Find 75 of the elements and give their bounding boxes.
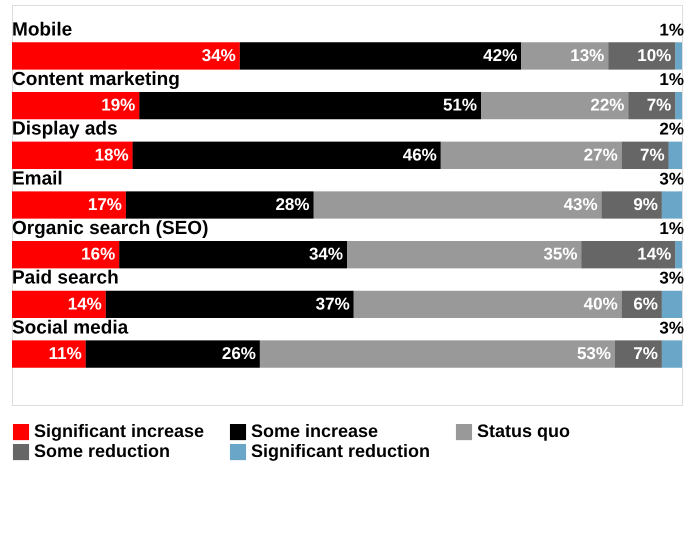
bar bbox=[106, 290, 354, 318]
bar bbox=[12, 42, 240, 70]
bar bbox=[12, 290, 106, 318]
data-label: 9% bbox=[633, 195, 658, 214]
data-label: 28% bbox=[275, 195, 310, 214]
bar bbox=[675, 92, 682, 120]
bar bbox=[132, 142, 441, 169]
bar bbox=[662, 290, 682, 318]
data-label: 51% bbox=[442, 96, 477, 115]
bar bbox=[12, 241, 120, 268]
data-label: 27% bbox=[584, 145, 618, 164]
data-label: 53% bbox=[576, 344, 611, 364]
data-label: 26% bbox=[222, 344, 256, 364]
legend-label: Some increase bbox=[251, 421, 378, 441]
y-tick-label: Content marketing bbox=[12, 68, 180, 90]
legend-label: Significant increase bbox=[34, 421, 204, 441]
data-label: 34% bbox=[202, 46, 236, 65]
bar bbox=[12, 142, 133, 169]
bar bbox=[86, 340, 260, 368]
data-label: 34% bbox=[308, 244, 343, 264]
bar bbox=[240, 42, 522, 70]
data-label: 10% bbox=[637, 46, 672, 65]
data-label: 7% bbox=[633, 344, 658, 364]
data-label: 17% bbox=[88, 195, 122, 214]
data-label: 2% bbox=[659, 120, 684, 139]
bar bbox=[354, 290, 622, 318]
bar bbox=[260, 340, 615, 368]
data-label: 35% bbox=[543, 244, 578, 264]
data-label: 40% bbox=[584, 294, 618, 314]
data-label: 16% bbox=[81, 244, 116, 264]
data-label: 7% bbox=[640, 145, 665, 164]
y-tick-label: Organic search (SEO) bbox=[12, 218, 208, 240]
bar bbox=[662, 191, 682, 219]
data-label: 22% bbox=[590, 96, 624, 115]
data-label: 46% bbox=[402, 145, 437, 164]
data-label: 13% bbox=[570, 46, 604, 65]
data-label: 1% bbox=[659, 70, 684, 89]
data-label: 14% bbox=[637, 244, 672, 264]
bar bbox=[521, 42, 608, 70]
bar bbox=[12, 191, 126, 219]
bar bbox=[675, 42, 682, 70]
data-label: 43% bbox=[564, 195, 598, 214]
bar bbox=[662, 340, 682, 368]
data-label: 7% bbox=[646, 96, 672, 115]
bar bbox=[582, 241, 676, 268]
data-label: 6% bbox=[633, 294, 658, 314]
bar bbox=[440, 142, 622, 169]
data-label: 3% bbox=[659, 169, 684, 188]
data-label: 1% bbox=[659, 20, 684, 40]
data-label: 42% bbox=[483, 46, 518, 65]
data-label: 11% bbox=[48, 344, 82, 364]
bar bbox=[12, 92, 140, 120]
data-label: 18% bbox=[94, 145, 129, 164]
bar bbox=[668, 142, 682, 169]
data-label: 19% bbox=[101, 96, 136, 115]
y-tick-label: Social media bbox=[12, 317, 129, 338]
data-label: 37% bbox=[316, 294, 350, 314]
data-label: 1% bbox=[659, 219, 684, 238]
y-tick-label: Paid search bbox=[12, 268, 119, 289]
bar bbox=[675, 241, 682, 268]
bar bbox=[139, 92, 481, 120]
data-label: 14% bbox=[68, 294, 102, 314]
legend-label: Some reduction bbox=[34, 441, 170, 461]
y-tick-label: Mobile bbox=[12, 19, 72, 40]
data-label: 3% bbox=[659, 268, 684, 288]
bar bbox=[314, 191, 602, 219]
y-tick-label: Display ads bbox=[12, 118, 118, 140]
legend-label: Significant reduction bbox=[251, 441, 430, 461]
bar bbox=[347, 241, 582, 268]
bar bbox=[126, 191, 314, 219]
bar bbox=[481, 92, 628, 120]
y-tick-label: Email bbox=[12, 168, 63, 190]
legend-label: Status quo bbox=[477, 421, 570, 441]
bar bbox=[119, 241, 347, 268]
data-label: 3% bbox=[659, 318, 684, 338]
